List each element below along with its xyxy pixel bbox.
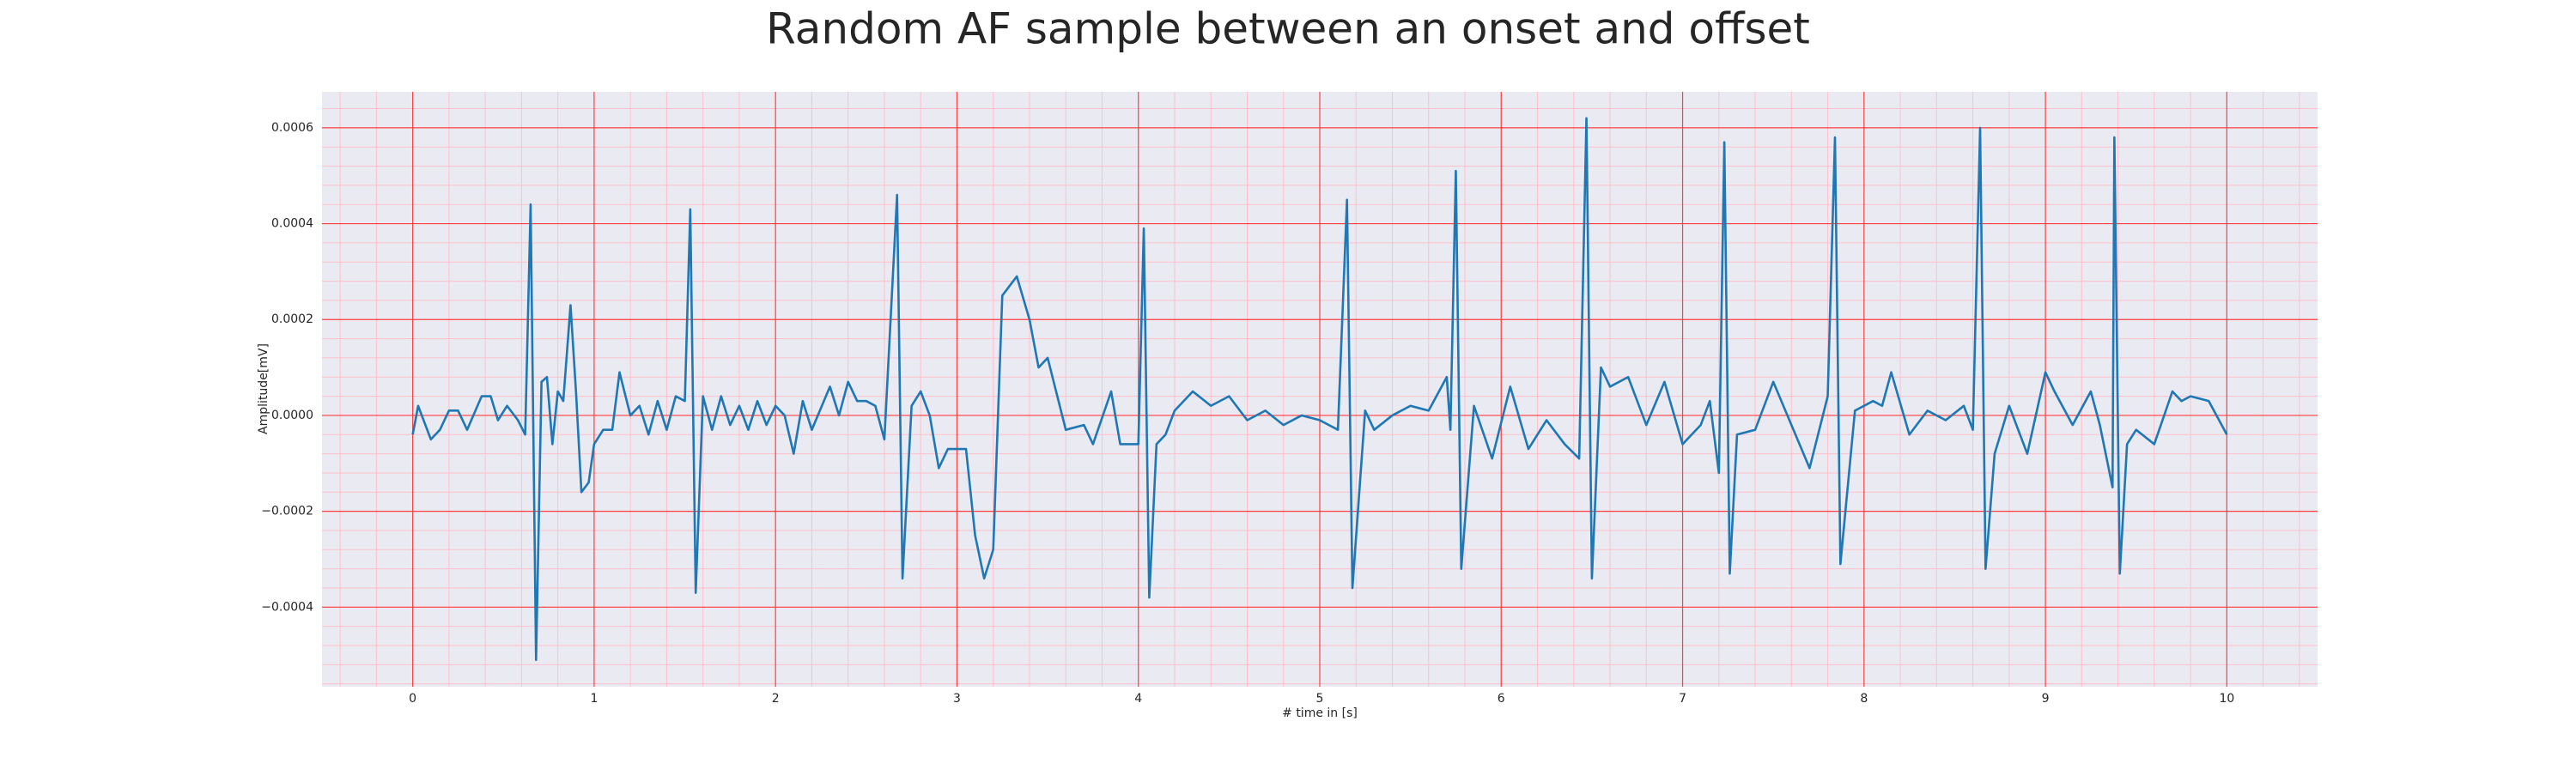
- y-tick-label: 0.0002: [271, 312, 313, 326]
- y-tick-label: 0.0004: [271, 217, 313, 231]
- y-tick-label: 0.0000: [271, 409, 313, 422]
- x-tick-label: 2: [772, 692, 780, 706]
- y-tick-label: 0.0006: [271, 121, 313, 135]
- x-tick-label: 10: [2219, 692, 2234, 706]
- x-tick-label: 5: [1316, 692, 1324, 706]
- x-tick-label: 0: [409, 692, 416, 706]
- chart-title: Random AF sample between an onset and of…: [766, 4, 1810, 54]
- x-tick-label: 9: [2042, 692, 2050, 706]
- y-tick-label: −0.0002: [261, 505, 313, 518]
- x-tick-label: 1: [590, 692, 598, 706]
- x-tick-label: 4: [1134, 692, 1142, 706]
- y-tick-label: −0.0004: [261, 600, 313, 614]
- y-axis-label: Amplitude[mV]: [257, 343, 270, 434]
- x-axis-label: # time in [s]: [1282, 706, 1358, 720]
- x-tick-label: 7: [1679, 692, 1686, 706]
- x-tick-label: 3: [953, 692, 961, 706]
- x-tick-label: 8: [1860, 692, 1868, 706]
- signal-line: [411, 117, 2228, 662]
- x-tick-label: 6: [1498, 692, 1505, 706]
